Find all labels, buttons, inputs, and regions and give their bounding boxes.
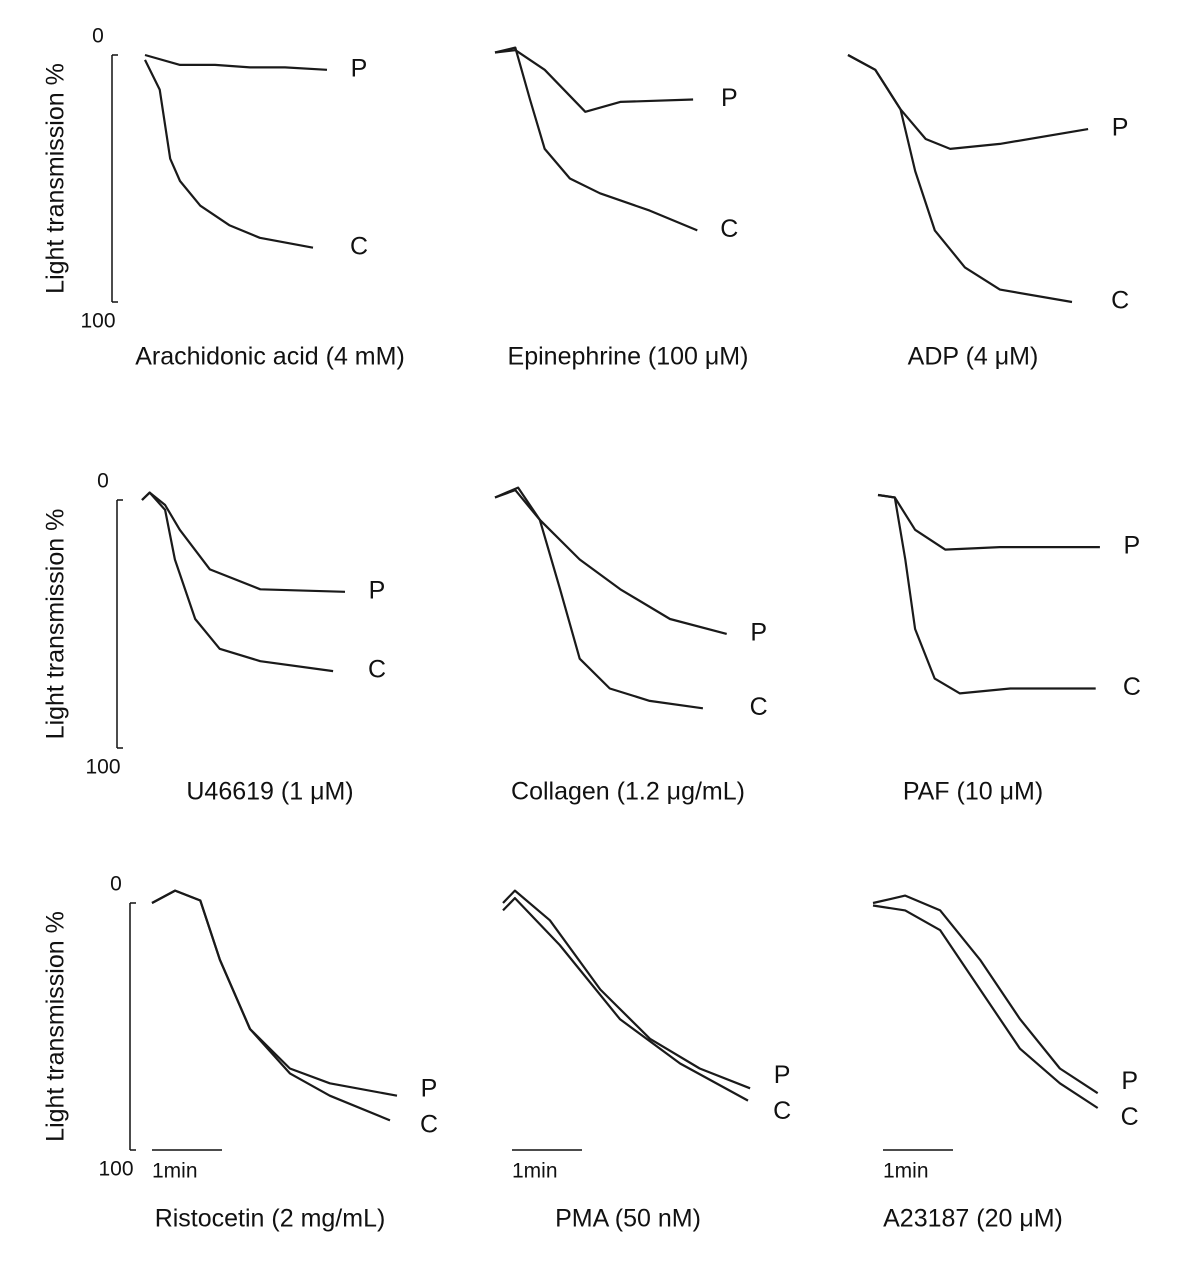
trace (494, 49, 694, 113)
series-label: P (421, 1075, 438, 1103)
series-label: C (1111, 287, 1129, 315)
y-tick-label: 0 (92, 25, 104, 48)
series-label: C (368, 656, 386, 684)
trace (151, 889, 398, 1097)
panel-title: Ristocetin (2 mg/mL) (155, 1205, 386, 1233)
series-label: C (420, 1111, 438, 1139)
trace (494, 46, 698, 232)
trace (877, 493, 1096, 695)
panel-title: A23187 (20 μM) (883, 1205, 1063, 1233)
series-label: P (1124, 532, 1141, 560)
trace (847, 54, 1073, 304)
trace (877, 493, 1100, 551)
trace (144, 53, 328, 71)
series-label: C (1121, 1103, 1139, 1131)
series-label: C (773, 1097, 791, 1125)
y-tick-label: 100 (85, 756, 120, 779)
y-axis-label: Light transmission % (42, 63, 70, 294)
y-tick-label: 0 (110, 873, 122, 896)
scale-bar-label: 1min (152, 1160, 198, 1183)
series-label: C (750, 693, 768, 721)
trace (141, 491, 334, 673)
y-axis-label: Light transmission % (42, 509, 70, 740)
series-label: P (774, 1061, 791, 1089)
trace (872, 904, 1099, 1109)
trace (502, 897, 749, 1102)
y-axis-label: Light transmission % (42, 911, 70, 1142)
panel-title: Collagen (1.2 μg/mL) (511, 778, 745, 806)
trace (872, 894, 1099, 1095)
trace (847, 54, 1089, 150)
series-label: P (1121, 1067, 1138, 1095)
series-label: C (350, 232, 368, 260)
trace (494, 489, 727, 635)
series-label: P (351, 54, 368, 82)
panel-title: PAF (10 μM) (903, 778, 1043, 806)
series-label: P (750, 619, 767, 647)
panel-title: Arachidonic acid (4 mM) (135, 343, 405, 371)
y-tick-label: 100 (80, 310, 115, 333)
trace (144, 59, 314, 249)
series-label: P (721, 84, 738, 112)
y-tick-label: 100 (98, 1158, 133, 1181)
y-tick-label: 0 (97, 470, 109, 493)
trace (494, 486, 704, 710)
series-label: P (369, 576, 386, 604)
series-label: C (1123, 673, 1141, 701)
trace (502, 889, 751, 1090)
scale-bar-label: 1min (883, 1160, 929, 1183)
trace (151, 889, 391, 1122)
panel-title: ADP (4 μM) (908, 343, 1039, 371)
panel-title: PMA (50 nM) (555, 1205, 701, 1233)
series-label: C (720, 215, 738, 243)
scale-bar-label: 1min (512, 1160, 558, 1183)
panel-title: U46619 (1 μM) (186, 778, 353, 806)
panel-title: Epinephrine (100 μM) (508, 343, 749, 371)
series-label: P (1112, 114, 1129, 142)
